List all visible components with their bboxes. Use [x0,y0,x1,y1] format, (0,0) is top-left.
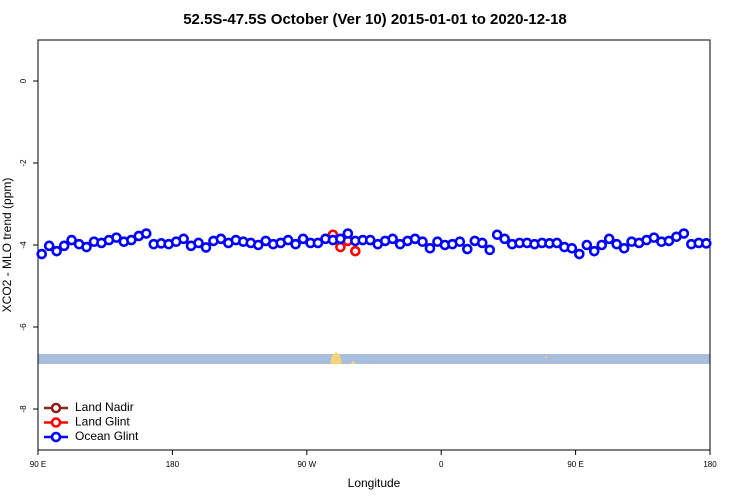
point [200,242,212,253]
legend-label: Ocean Glint [75,429,139,443]
legend-label: Land Nadir [75,400,134,414]
x-tick-label: 90 E [30,460,46,469]
point [648,232,660,243]
x-tick-label: 180 [703,460,717,469]
legend-marker [50,402,62,414]
point [342,228,354,239]
point [678,228,690,239]
point [335,233,346,245]
point [51,245,62,257]
x-tick-label: 90 E [567,460,583,469]
point [215,233,227,245]
point [476,237,488,249]
y-axis-label: XCO2 - MLO trend (ppm) [0,178,14,313]
point [290,238,301,250]
point [193,237,204,249]
point [491,229,503,241]
point [484,244,496,256]
point [566,242,578,254]
point [588,245,600,257]
point [499,233,510,245]
y-tick-label: -4 [19,241,28,249]
y-tick-label: 0 [19,78,28,83]
point [611,238,622,250]
point [618,242,630,254]
point [335,241,346,253]
point [581,239,593,251]
point [603,233,615,245]
point [574,248,585,260]
point [252,239,264,251]
point [596,239,608,251]
chart-title: 52.5S-47.5S October (Ver 10) 2015-01-01 … [183,11,567,28]
point [312,237,324,249]
legend-label: Land Glint [75,415,130,429]
point [66,234,77,246]
point [178,233,189,245]
point [297,233,309,245]
x-tick-label: 0 [439,460,444,469]
point [424,242,436,254]
point [700,238,712,249]
point [417,236,428,248]
point [364,234,376,246]
point [462,243,473,255]
y-tick-label: -6 [19,323,28,331]
point [81,241,92,253]
y-tick-label: -2 [19,159,28,167]
map-strip [38,352,710,364]
point [36,248,48,260]
legend-marker [50,431,62,443]
point [282,234,294,246]
x-tick-label: 180 [166,460,180,469]
y-tick-label: -8 [19,405,28,413]
point [126,234,137,246]
point [663,235,675,247]
point [43,240,55,252]
x-tick-label: 90 W [297,460,316,469]
point [58,240,70,252]
x-axis-label: Longitude [348,476,401,490]
point [387,233,398,245]
point [454,236,466,248]
point [140,228,152,239]
legend-marker [50,417,62,428]
point [111,232,122,243]
point [350,245,361,257]
point [551,237,563,249]
